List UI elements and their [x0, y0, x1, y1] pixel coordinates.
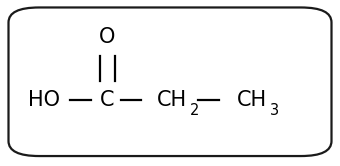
Text: 2: 2 — [190, 103, 199, 118]
Text: CH: CH — [237, 90, 267, 110]
Text: 3: 3 — [270, 103, 279, 118]
FancyBboxPatch shape — [8, 7, 332, 156]
Text: HO: HO — [28, 90, 60, 110]
Text: C: C — [100, 90, 114, 110]
Text: CH: CH — [157, 90, 187, 110]
Text: O: O — [99, 27, 115, 46]
